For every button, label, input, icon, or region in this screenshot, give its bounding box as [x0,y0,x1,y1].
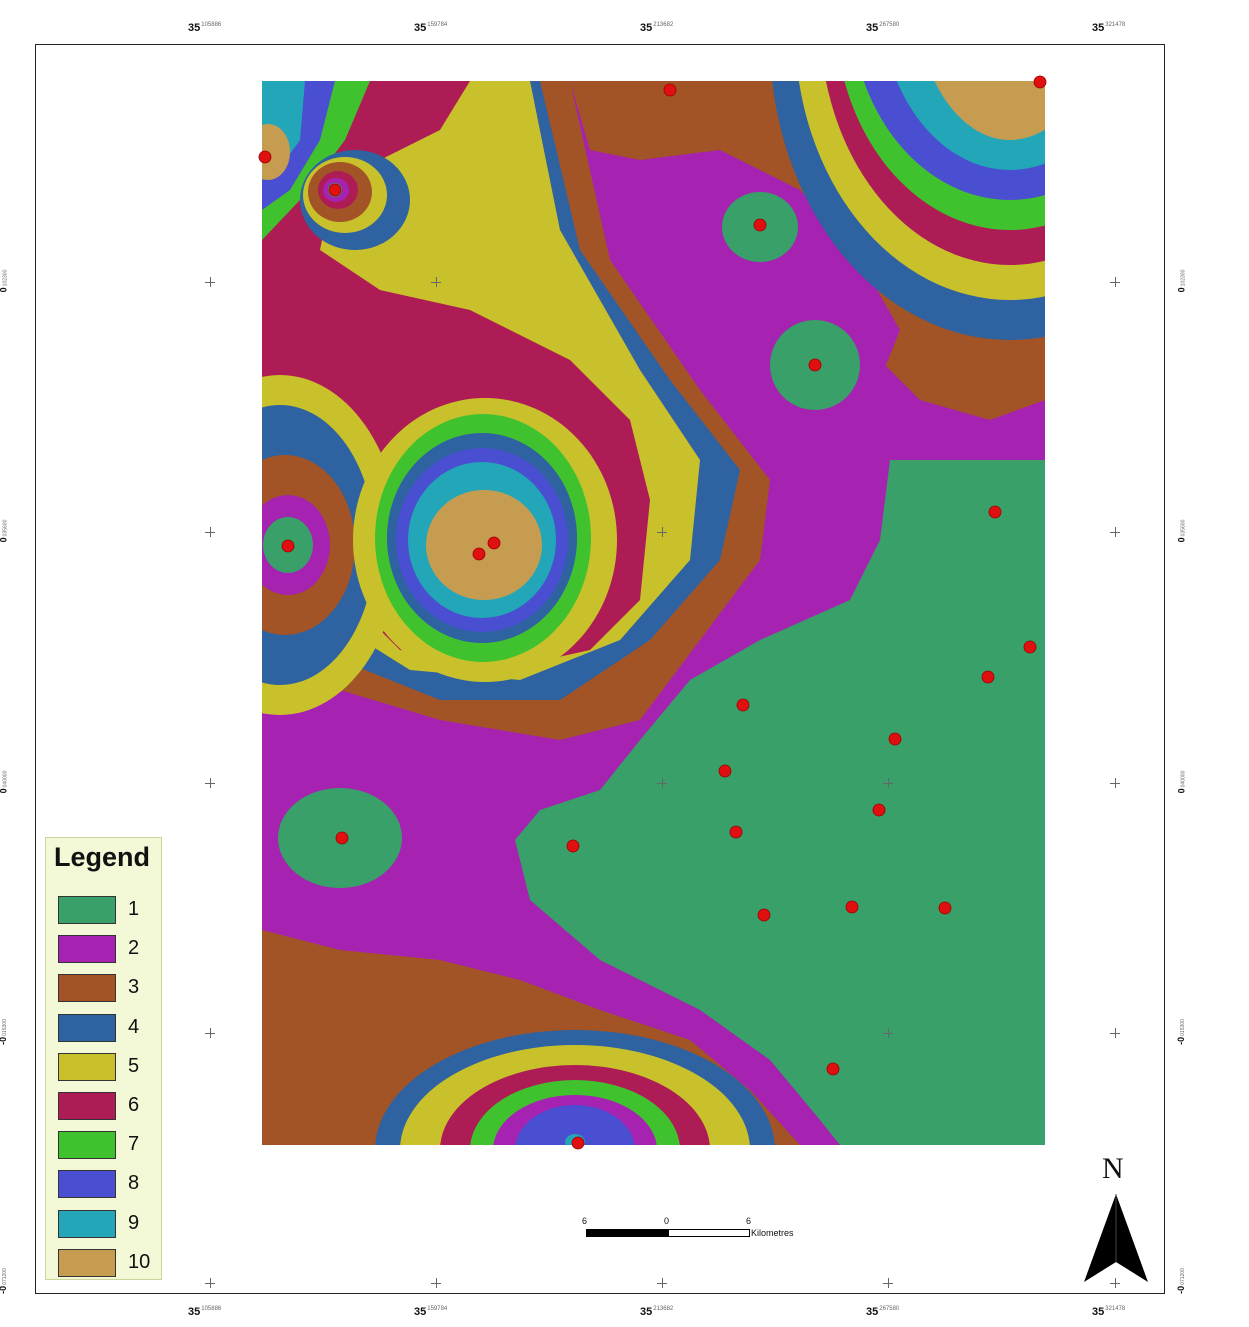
legend-item: 2 [58,935,158,967]
grid-cross [657,527,667,537]
grid-cross [883,1278,893,1288]
grid-cross [205,527,215,537]
legend-label: 4 [128,1016,140,1038]
x-label-top-1: 35105886 [188,22,222,34]
grid-cross [431,277,441,287]
legend-swatch [58,1014,116,1042]
legend-item: 1 [58,896,158,928]
sample-point [487,536,501,550]
x-label-bottom-5: 35321478 [1092,1306,1126,1318]
legend-swatch [58,974,116,1002]
sample-point [729,825,743,839]
legend-label: 2 [128,937,140,959]
legend-item: 5 [58,1053,158,1085]
legend-item: 10 [58,1249,158,1281]
map-frame [35,44,1165,1294]
scale-bar: 6 0 6 Kilometres [575,1212,815,1242]
scale-unit: Kilometres [751,1228,794,1238]
x-label-top-3: 35213682 [640,22,674,34]
grid-cross [883,1028,893,1038]
legend-swatch [58,1170,116,1198]
north-arrow-icon: N [1082,1152,1150,1287]
grid-cross [1110,277,1120,287]
sample-point [736,698,750,712]
sample-point [757,908,771,922]
grid-cross [205,778,215,788]
x-label-bottom-1: 35105886 [188,1306,222,1318]
north-arrow-shape [1084,1194,1148,1282]
x-label-top-5: 35321478 [1092,22,1126,34]
legend-item: 4 [58,1014,158,1046]
legend-item: 3 [58,974,158,1006]
grid-cross [883,778,893,788]
sample-point [872,803,886,817]
grid-cross [205,1278,215,1288]
north-label: N [1102,1152,1124,1185]
sample-point [753,218,767,232]
legend-item: 6 [58,1092,158,1124]
sample-point [981,670,995,684]
sample-point [472,547,486,561]
sample-point [1033,75,1047,89]
x-label-top-2: 35159784 [414,22,448,34]
x-label-top-4: 35267580 [866,22,900,34]
sample-point [335,831,349,845]
sample-point [663,83,677,97]
legend-label: 3 [128,976,140,998]
grid-cross [431,1278,441,1288]
grid-cross [657,778,667,788]
x-label-bottom-3: 35213682 [640,1306,674,1318]
legend-swatch [58,1053,116,1081]
legend-title: Legend [54,842,151,872]
legend-item: 8 [58,1170,158,1202]
sample-point [328,183,342,197]
scale-bar-white [668,1229,750,1237]
sample-point [566,839,580,853]
sample-point [938,901,952,915]
legend-swatch [58,1249,116,1277]
sample-point [281,539,295,553]
sample-point [258,150,272,164]
x-label-bottom-2: 35159784 [414,1306,448,1318]
sample-point [988,505,1002,519]
legend-swatch [58,1210,116,1238]
legend-swatch [58,935,116,963]
grid-cross [205,1028,215,1038]
sample-point [808,358,822,372]
x-label-bottom-4: 35267580 [866,1306,900,1318]
legend-label: 7 [128,1133,140,1155]
sample-point [1023,640,1037,654]
interpolation-map [262,81,1045,1145]
grid-cross [205,277,215,287]
legend-swatch [58,1092,116,1120]
grid-cross [1110,1278,1120,1288]
sample-point [888,732,902,746]
sample-point [826,1062,840,1076]
sample-point [571,1136,585,1150]
sample-point [845,900,859,914]
scale-label-right: 6 [746,1216,752,1226]
legend-swatch [58,896,116,924]
scale-label-left: 6 [582,1216,588,1226]
legend: Legend 1 2 3 4 5 6 7 8 9 10 [45,837,162,1280]
legend-label: 8 [128,1172,140,1194]
legend-item: 7 [58,1131,158,1163]
scale-bar-black [586,1229,670,1237]
legend-label: 6 [128,1094,140,1116]
legend-label: 1 [128,898,140,920]
grid-cross [1110,527,1120,537]
sample-point [718,764,732,778]
legend-label: 10 [128,1251,151,1273]
legend-item: 9 [58,1210,158,1242]
grid-cross [1110,778,1120,788]
grid-cross [1110,1028,1120,1038]
grid-cross [657,1278,667,1288]
legend-label: 5 [128,1055,140,1077]
scale-label-center: 0 [664,1216,670,1226]
legend-label: 9 [128,1212,140,1234]
legend-swatch [58,1131,116,1159]
